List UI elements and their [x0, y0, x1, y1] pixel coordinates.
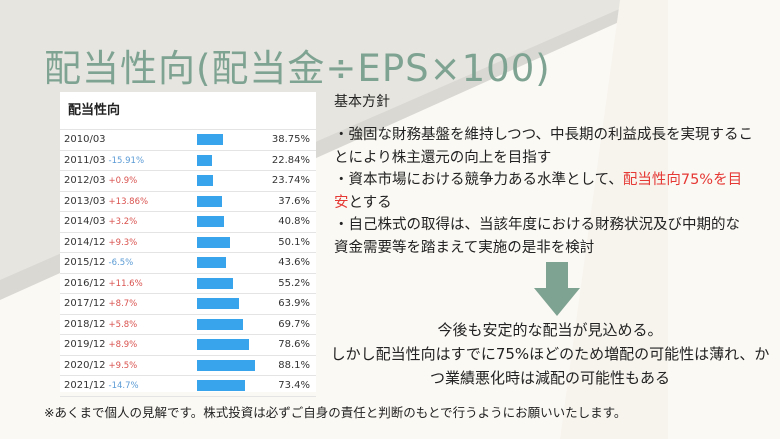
- row-change: +9.5%: [108, 360, 138, 371]
- row-year: 2020/12 +9.5%: [64, 360, 137, 371]
- row-change: +9.3%: [108, 237, 138, 248]
- row-change: +0.9%: [108, 176, 138, 186]
- row-bar: [197, 298, 240, 309]
- policy-bullets: ・強固な財務基盤を維持しつつ、中長期の利益成長を実現することにより株主還元の向上…: [334, 124, 754, 260]
- row-bar: [197, 154, 212, 166]
- policy-bullet: ・自己株式の取得は、当該年度における財務状況及び中期的な資金需要等を踏まえて実施…: [334, 217, 740, 256]
- row-change: +11.6%: [108, 278, 143, 289]
- down-arrow-icon: [534, 262, 580, 316]
- row-bar: [197, 318, 243, 330]
- table-row: 2013/03 +13.86% 37.6%: [60, 192, 316, 212]
- row-year: 2013/03 +13.86%: [64, 196, 148, 207]
- row-bar: [197, 380, 246, 391]
- row-year: 2010/03: [64, 134, 106, 145]
- conclusion-line: しかし配当性向はすでに75%ほどのため増配の可能性は薄れ、かつ業績悪化時は減配の…: [330, 345, 770, 387]
- table-row: 2020/12 +9.5% 88.1%: [60, 356, 316, 376]
- conclusion-line: 今後も安定的な配当が見込める。: [437, 321, 663, 339]
- year-text: 2012/03: [64, 175, 106, 186]
- payout-ratio-table: 配当性向 2010/03 38.75% 2011/03 -15.91% 22.84% 20…: [60, 92, 316, 397]
- table-row: 2012/03 +0.9% 23.74%: [60, 171, 316, 192]
- policy-text: とする: [348, 194, 392, 211]
- row-year: 2017/12 +8.7%: [64, 298, 137, 309]
- table-row: 2021/12 -14.7% 73.4%: [60, 376, 316, 397]
- table-row: 2018/12 +5.8% 69.7%: [60, 315, 316, 335]
- row-change: +8.7%: [108, 299, 138, 309]
- year-text: 2014/03: [64, 216, 106, 227]
- row-value: 69.7%: [278, 318, 310, 330]
- row-bar: [197, 195, 222, 207]
- row-change: -6.5%: [108, 258, 134, 268]
- row-year: 2015/12 -6.5%: [64, 257, 133, 268]
- year-text: 2010/03: [64, 134, 106, 145]
- row-year: 2016/12 +11.6%: [64, 278, 143, 289]
- year-text: 2011/03: [64, 154, 106, 166]
- conclusion: 今後も安定的な配当が見込める。 しかし配当性向はすでに75%ほどのため増配の可能…: [330, 318, 770, 390]
- row-bar: [197, 277, 234, 289]
- table-row: 2014/03 +3.2% 40.8%: [60, 212, 316, 233]
- row-year: 2019/12 +8.9%: [64, 339, 137, 350]
- policy-text: ・資本市場における競争力ある水準として、: [334, 172, 623, 189]
- row-bar: [197, 134, 223, 145]
- year-text: 2013/03: [64, 195, 106, 207]
- row-bar: [197, 257, 226, 268]
- year-text: 2017/12: [64, 298, 106, 309]
- row-value: 23.74%: [271, 175, 310, 186]
- row-value: 78.6%: [278, 339, 310, 350]
- row-bar: [197, 339, 249, 350]
- page-title: 配当性向(配当金÷EPS×100): [44, 47, 551, 90]
- table-row: 2017/12 +8.7% 63.9%: [60, 294, 316, 315]
- table-row: 2010/03 38.75%: [60, 129, 316, 151]
- table-row: 2014/12 +9.3% 50.1%: [60, 233, 316, 253]
- row-change: -14.7%: [108, 381, 139, 391]
- disclaimer: ※あくまで個人の見解です。株式投資は必ずご自身の責任と判断のもとで行うようにお願…: [44, 405, 627, 420]
- row-value: 55.2%: [278, 277, 310, 289]
- year-text: 2019/12: [64, 339, 106, 350]
- year-text: 2015/12: [64, 257, 106, 268]
- table-rows: 2010/03 38.75% 2011/03 -15.91% 22.84% 2012/03…: [60, 129, 316, 397]
- row-value: 40.8%: [278, 216, 310, 227]
- row-year: 2014/03 +3.2%: [64, 216, 137, 227]
- table-row: 2015/12 -6.5% 43.6%: [60, 253, 316, 274]
- policy-bullet: ・資本市場における競争力ある水準として、配当性向75%を目安とする: [334, 169, 754, 214]
- row-year: 2014/12 +9.3%: [64, 237, 137, 248]
- row-year: 2011/03 -15.91%: [64, 155, 144, 166]
- policy-heading: 基本方針: [334, 94, 390, 110]
- row-change: +5.8%: [108, 319, 138, 330]
- table-row: 2019/12 +8.9% 78.6%: [60, 335, 316, 356]
- year-text: 2018/12: [64, 318, 106, 330]
- row-bar: [197, 359, 255, 371]
- row-value: 50.1%: [278, 236, 310, 248]
- row-change: +8.9%: [108, 340, 138, 350]
- row-change: -15.91%: [108, 155, 145, 166]
- year-text: 2016/12: [64, 277, 106, 289]
- year-text: 2020/12: [64, 359, 106, 371]
- row-value: 43.6%: [278, 257, 310, 268]
- year-text: 2014/12: [64, 236, 106, 248]
- row-value: 22.84%: [271, 154, 310, 166]
- row-value: 37.6%: [278, 195, 310, 207]
- row-bar: [197, 175, 213, 186]
- policy-bullet: ・強固な財務基盤を維持しつつ、中長期の利益成長を実現することにより株主還元の向上…: [334, 127, 754, 166]
- row-value: 38.75%: [271, 134, 310, 145]
- row-bar: [197, 216, 224, 227]
- row-year: 2018/12 +5.8%: [64, 319, 137, 330]
- table-row: 2016/12 +11.6% 55.2%: [60, 274, 316, 294]
- highlight-text: 配当性向75%を目安: [334, 172, 743, 211]
- row-value: 88.1%: [278, 359, 310, 371]
- table-row: 2011/03 -15.91% 22.84%: [60, 151, 316, 171]
- row-bar: [197, 236, 230, 248]
- row-year: 2012/03 +0.9%: [64, 175, 137, 186]
- row-year: 2021/12 -14.7%: [64, 380, 139, 391]
- row-change: +13.86%: [108, 196, 149, 207]
- row-change: +3.2%: [108, 217, 138, 227]
- table-title: 配当性向: [68, 103, 121, 118]
- year-text: 2021/12: [64, 380, 106, 391]
- row-value: 73.4%: [278, 380, 310, 391]
- row-value: 63.9%: [278, 298, 310, 309]
